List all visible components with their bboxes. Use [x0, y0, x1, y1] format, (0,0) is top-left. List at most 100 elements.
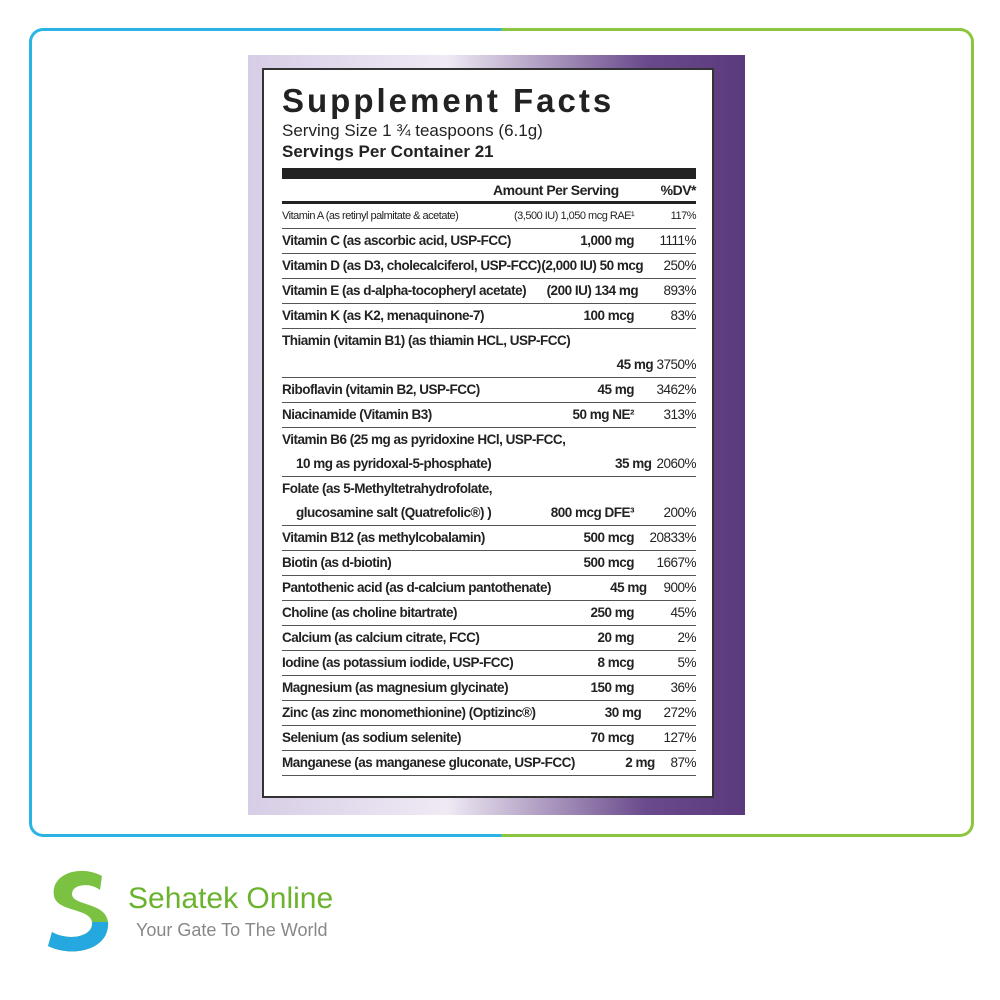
amount: 35 mg: [614, 456, 652, 471]
nutrient-row: Riboflavin (vitamin B2, USP-FCC) 45 mg 346…: [282, 378, 697, 403]
nutrient-name: Vitamin D (as D3, cholecalciferol, USP-F…: [282, 254, 541, 278]
daily-value: 900%: [663, 580, 696, 595]
daily-value: 2060%: [656, 456, 696, 471]
nutrient-name: Vitamin B12 (as methylcobalamin): [282, 526, 514, 550]
name-line: Vitamin D (as D3, cholecalciferol, USP-F…: [282, 258, 541, 273]
nutrient-row: Vitamin C (as ascorbic acid, USP-FCC) 1,0…: [282, 229, 697, 254]
name-line: Selenium (as sodium selenite): [282, 730, 462, 745]
dv-header: %DV*: [660, 182, 697, 198]
logo-icon: [48, 870, 109, 952]
amount-header: Amount Per Serving: [493, 182, 619, 198]
nutrient-name: Vitamin E (as d-alpha-tocopheryl acetate…: [282, 279, 527, 303]
supplement-label: Supplement Facts Serving Size 1 ¾ teaspo…: [262, 68, 714, 798]
amount: 45 mg: [610, 580, 647, 595]
daily-value: 83%: [670, 308, 696, 323]
amount: 500 mcg: [583, 530, 634, 545]
nutrient-name: Zinc (as zinc monomethionine) (Optizinc®…: [282, 701, 536, 725]
nutrient-row: Vitamin E (as d-alpha-tocopheryl acetate…: [282, 279, 696, 304]
nutrient-name: Riboflavin (vitamin B2, USP-FCC): [282, 378, 514, 402]
daily-value: 313%: [663, 407, 696, 422]
name-line: Vitamin B12 (as methylcobalamin): [282, 530, 485, 545]
daily-value: 20833%: [649, 530, 696, 545]
nutrient-name: Selenium (as sodium selenite): [282, 726, 514, 750]
nutrient-row: Thiamin (vitamin B1) (as thiamin HCL, US…: [282, 329, 696, 378]
name-line: Calcium (as calcium citrate, FCC): [282, 630, 480, 645]
nutrient-row: Iodine (as potassium iodide, USP-FCC) 8 m…: [282, 651, 697, 676]
amount: 2 mg: [625, 755, 655, 770]
daily-value: 250%: [663, 258, 696, 273]
brand-name: Sehatek Online: [128, 882, 334, 915]
nutrient-row: Choline (as choline bitartrate) 250 mg 45%: [282, 601, 697, 626]
amount: (2,000 IU) 50 mcg: [541, 258, 644, 273]
daily-value: 3750%: [656, 357, 696, 372]
amount: 50 mg NE²: [572, 407, 634, 422]
nutrient-name: Thiamin (vitamin B1) (as thiamin HCL, US…: [282, 329, 571, 377]
divider: [282, 168, 696, 179]
serving-size: Serving Size 1 ¾ teaspoons (6.1g): [282, 121, 543, 140]
nutrient-row: Vitamin B6 (25 mg as pyridoxine HCl, USP…: [282, 428, 696, 477]
nutrient-name: Iodine (as potassium iodide, USP-FCC): [282, 651, 514, 675]
servings-per-container: Servings Per Container 21: [282, 142, 494, 161]
nutrient-row: Selenium (as sodium selenite) 70 mcg 127%: [282, 726, 697, 751]
daily-value: 87%: [670, 755, 696, 770]
name-line: Biotin (as d-biotin): [282, 555, 392, 570]
amount: 45 mg: [616, 357, 654, 372]
amount: 70 mcg: [590, 730, 634, 745]
nutrient-row: Folate (as 5-Methyltetrahydrofolate, gluc…: [282, 477, 697, 526]
daily-value: 36%: [670, 680, 696, 695]
amount: 150 mg: [590, 680, 634, 695]
daily-value: 127%: [663, 730, 696, 745]
nutrient-row: Niacinamide (Vitamin B3) 50 mg NE² 313%: [282, 403, 697, 428]
name-line: Riboflavin (vitamin B2, USP-FCC): [282, 382, 480, 397]
nutrient-row: Calcium (as calcium citrate, FCC) 20 mg 2%: [282, 626, 697, 651]
name-line: glucosamine salt (Quatrefolic®) ): [296, 505, 492, 520]
nutrient-row: Zinc (as zinc monomethionine) (Optizinc®…: [282, 701, 696, 726]
nutrient-name: Vitamin B6 (25 mg as pyridoxine HCl, USP…: [282, 428, 566, 476]
nutrient-row: Vitamin B12 (as methylcobalamin) 500 mcg 2…: [282, 526, 697, 551]
amount: (200 IU) 134 mg: [546, 283, 639, 298]
nutrient-name: Manganese (as manganese gluconate, USP-F…: [282, 751, 575, 775]
label-title: Supplement Facts: [282, 82, 615, 119]
amount: 250 mg: [590, 605, 634, 620]
amount: 20 mg: [597, 630, 634, 645]
nutrient-row: Biotin (as d-biotin) 500 mcg 1667%: [282, 551, 697, 576]
daily-value: 1667%: [656, 555, 696, 570]
name-line: Choline (as choline bitartrate): [282, 605, 458, 620]
name-line: Pantothenic acid (as d-calcium pantothen…: [282, 580, 552, 595]
brand-tagline: Your Gate To The World: [136, 920, 328, 940]
name-line: Manganese (as manganese gluconate, USP-F…: [282, 755, 575, 770]
amount: (3,500 IU) 1,050 mcg RAE¹: [514, 210, 635, 222]
nutrient-name: Pantothenic acid (as d-calcium pantothen…: [282, 576, 552, 600]
amount: 500 mcg: [583, 555, 634, 570]
name-line: Magnesium (as magnesium glycinate): [282, 680, 509, 695]
nutrient-name: Calcium (as calcium citrate, FCC): [282, 626, 514, 650]
nutrient-row: Pantothenic acid (as d-calcium pantothen…: [282, 576, 697, 601]
rows: Vitamin A (as retinyl palmitate & acetat…: [282, 204, 697, 776]
daily-value: 272%: [663, 705, 696, 720]
daily-value: 893%: [663, 283, 696, 298]
nutrient-row: Vitamin A (as retinyl palmitate & acetat…: [282, 204, 697, 229]
nutrient-name: Vitamin C (as ascorbic acid, USP-FCC): [282, 229, 514, 253]
name-line: Vitamin C (as ascorbic acid, USP-FCC): [282, 233, 511, 248]
nutrient-name: Niacinamide (Vitamin B3): [282, 403, 514, 427]
daily-value: 3462%: [656, 382, 696, 397]
daily-value: 5%: [677, 655, 696, 670]
name-line: 10 mg as pyridoxal-5-phosphate): [296, 456, 492, 471]
daily-value: 200%: [663, 505, 696, 520]
daily-value: 1111%: [659, 233, 696, 248]
nutrient-name: Vitamin A (as retinyl palmitate & acetat…: [282, 204, 514, 228]
amount: 1,000 mg: [580, 233, 634, 248]
name-line: Niacinamide (Vitamin B3): [282, 407, 432, 422]
amount: 800 mcg DFE³: [550, 505, 635, 520]
name-line: Vitamin E (as d-alpha-tocopheryl acetate…: [282, 283, 527, 298]
name-line: Iodine (as potassium iodide, USP-FCC): [282, 655, 514, 670]
nutrient-name: Vitamin K (as K2, menaquinone-7): [282, 304, 514, 328]
daily-value: 117%: [670, 210, 697, 222]
nutrient-row: Manganese (as manganese gluconate, USP-F…: [282, 751, 697, 776]
daily-value: 2%: [677, 630, 696, 645]
nutrient-row: Vitamin D (as D3, cholecalciferol, USP-F…: [282, 254, 696, 279]
amount: 30 mg: [604, 705, 642, 720]
daily-value: 45%: [670, 605, 696, 620]
name-line: Folate (as 5-Methyltetrahydrofolate,: [282, 481, 493, 496]
